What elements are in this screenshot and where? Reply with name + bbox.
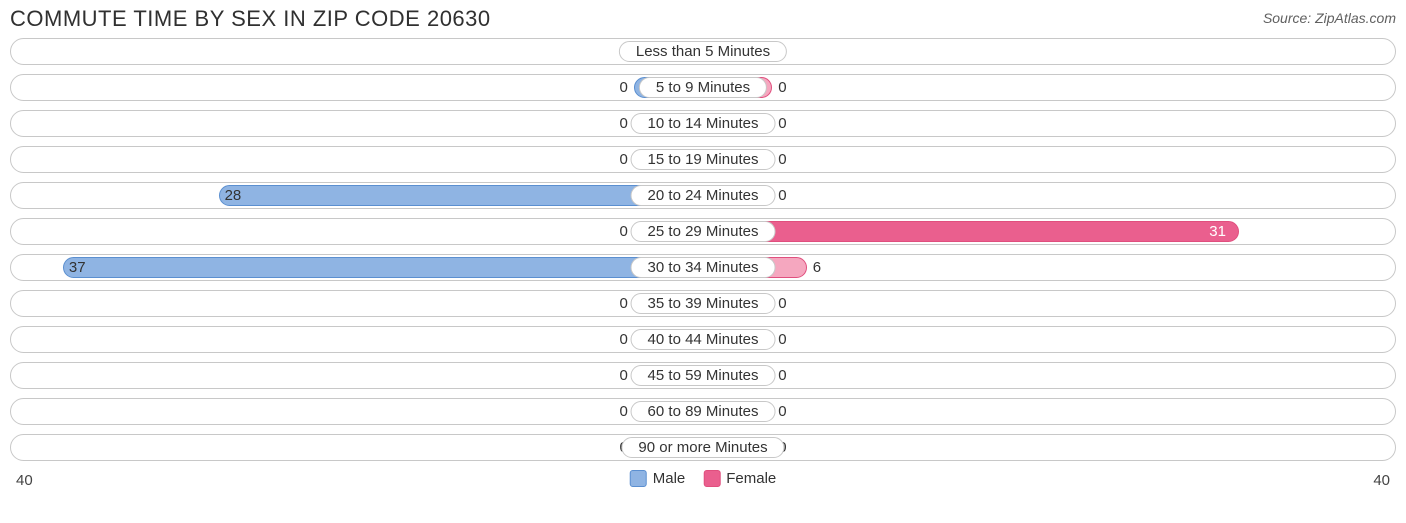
row-label: 35 to 39 Minutes xyxy=(631,293,776,314)
chart-row: 00Less than 5 Minutes xyxy=(10,38,1396,65)
value-female: 0 xyxy=(778,147,786,172)
chart-container: COMMUTE TIME BY SEX IN ZIP CODE 20630 So… xyxy=(0,0,1406,523)
chart-row: 0090 or more Minutes xyxy=(10,434,1396,461)
value-female: 0 xyxy=(778,75,786,100)
value-male: 37 xyxy=(69,255,86,280)
chart-row: 0 035 to 39 Minutes xyxy=(10,290,1396,317)
bar-male xyxy=(63,257,703,278)
row-label: 15 to 19 Minutes xyxy=(631,149,776,170)
chart-row: 28 020 to 24 Minutes xyxy=(10,182,1396,209)
chart-footer: 40 40 Male Female xyxy=(0,470,1406,496)
value-female: 31 xyxy=(1209,219,1226,244)
chart-row: 0 31 25 to 29 Minutes xyxy=(10,218,1396,245)
legend-label-male: Male xyxy=(653,470,686,487)
chart-row: 0 0 5 to 9 Minutes xyxy=(10,74,1396,101)
chart-row: 0 045 to 59 Minutes xyxy=(10,362,1396,389)
bar-female xyxy=(703,221,1239,242)
legend-label-female: Female xyxy=(726,470,776,487)
legend-item-female: Female xyxy=(703,470,776,487)
value-male: 28 xyxy=(225,183,242,208)
row-label: 25 to 29 Minutes xyxy=(631,221,776,242)
value-male: 0 xyxy=(619,75,627,100)
value-male: 0 xyxy=(619,363,627,388)
value-female: 0 xyxy=(778,111,786,136)
value-male: 0 xyxy=(619,147,627,172)
chart-row: 0 040 to 44 Minutes xyxy=(10,326,1396,353)
value-female: 0 xyxy=(778,363,786,388)
axis-label-left: 40 xyxy=(16,472,33,489)
legend: Male Female xyxy=(630,470,777,487)
row-label: 90 or more Minutes xyxy=(621,437,784,458)
value-female: 0 xyxy=(778,399,786,424)
chart-source: Source: ZipAtlas.com xyxy=(1263,6,1396,26)
chart-row: 0 060 to 89 Minutes xyxy=(10,398,1396,425)
legend-swatch-male xyxy=(630,470,647,487)
row-label: 45 to 59 Minutes xyxy=(631,365,776,386)
value-female: 0 xyxy=(778,291,786,316)
row-label: 10 to 14 Minutes xyxy=(631,113,776,134)
value-male: 0 xyxy=(619,111,627,136)
value-female: 0 xyxy=(778,327,786,352)
chart-row: 37 6 30 to 34 Minutes xyxy=(10,254,1396,281)
value-male: 0 xyxy=(619,327,627,352)
value-male: 0 xyxy=(619,399,627,424)
value-female: 0 xyxy=(778,183,786,208)
chart-title: COMMUTE TIME BY SEX IN ZIP CODE 20630 xyxy=(10,6,491,32)
legend-item-male: Male xyxy=(630,470,686,487)
chart-row: 0 015 to 19 Minutes xyxy=(10,146,1396,173)
chart-row: 0 010 to 14 Minutes xyxy=(10,110,1396,137)
row-label: 60 to 89 Minutes xyxy=(631,401,776,422)
value-female: 6 xyxy=(813,255,821,280)
row-label: 5 to 9 Minutes xyxy=(639,77,767,98)
value-male: 0 xyxy=(619,219,627,244)
legend-swatch-female xyxy=(703,470,720,487)
row-label: 30 to 34 Minutes xyxy=(631,257,776,278)
row-label: 40 to 44 Minutes xyxy=(631,329,776,350)
header: COMMUTE TIME BY SEX IN ZIP CODE 20630 So… xyxy=(0,0,1406,34)
axis-label-right: 40 xyxy=(1373,472,1390,489)
value-male: 0 xyxy=(619,291,627,316)
chart-body: 00Less than 5 Minutes005 to 9 Minutes001… xyxy=(0,34,1406,461)
row-label: 20 to 24 Minutes xyxy=(631,185,776,206)
row-label: Less than 5 Minutes xyxy=(619,41,787,62)
